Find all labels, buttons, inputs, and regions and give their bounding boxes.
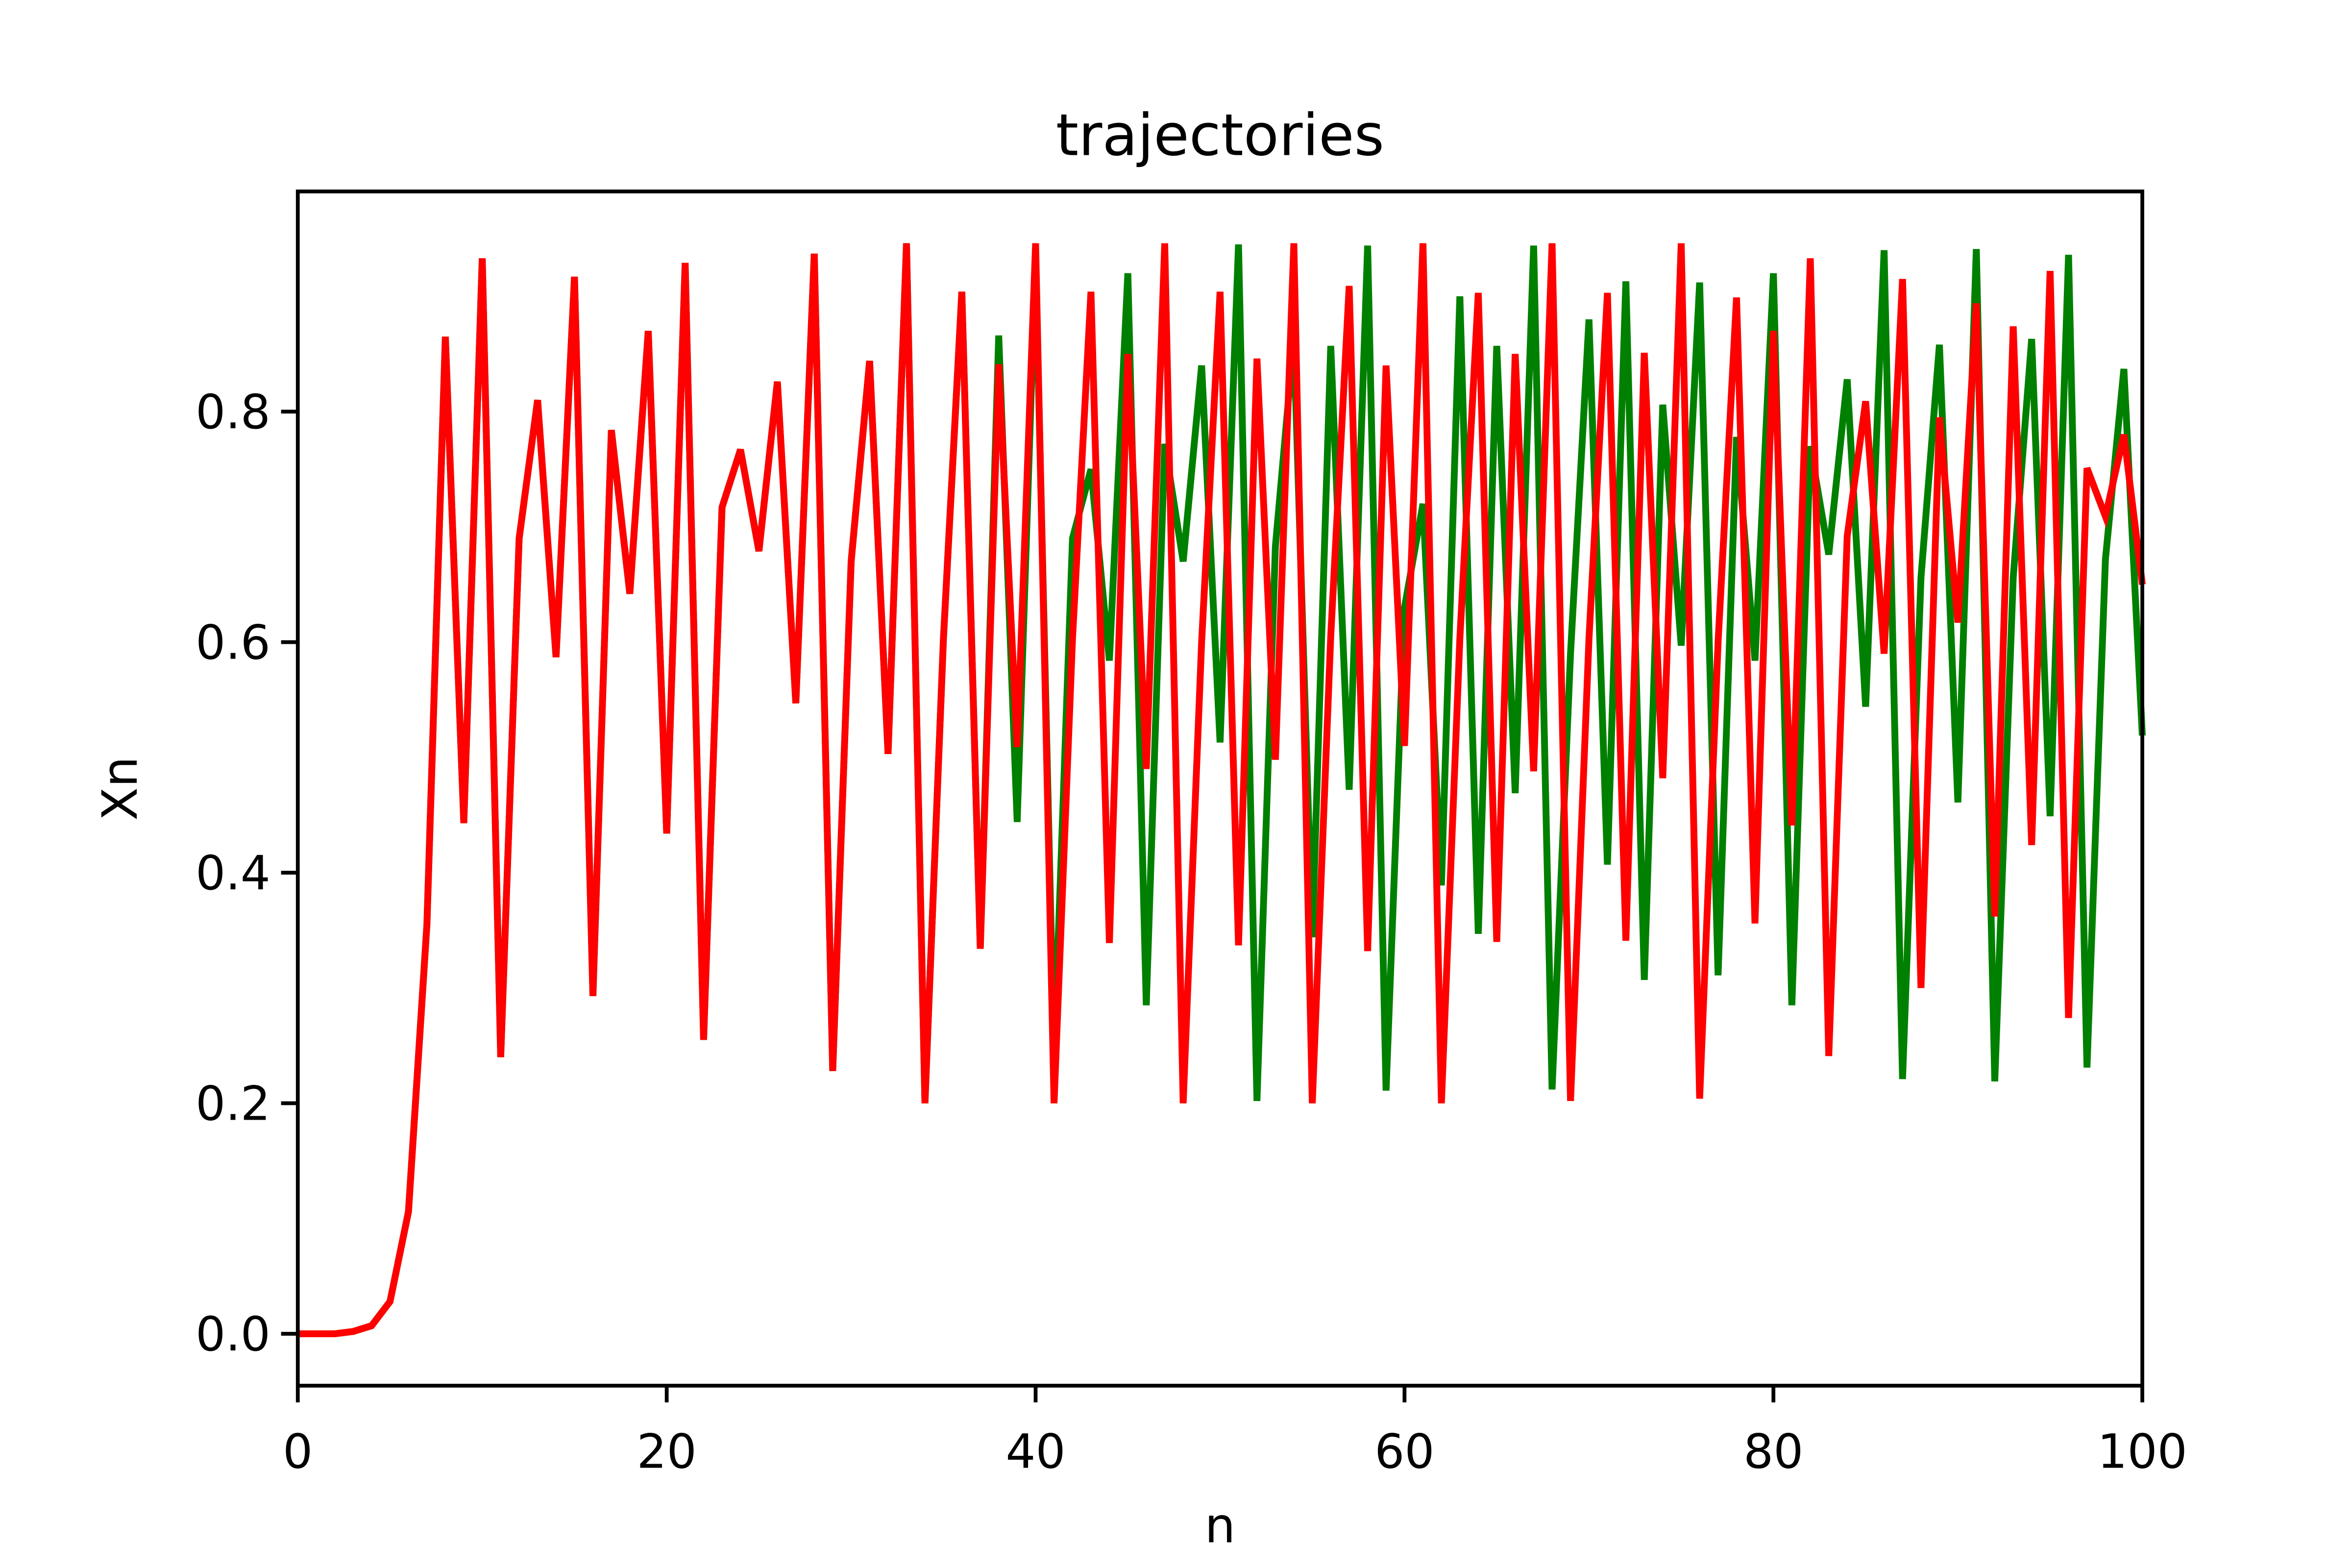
x-tick-label: 0 <box>283 1424 313 1479</box>
plot-frame <box>295 189 2144 1388</box>
chart-title: trajectories <box>1056 101 1384 169</box>
y-tick-label: 0.6 <box>196 615 270 670</box>
series-line <box>297 243 2146 1338</box>
y-tick-label: 0.2 <box>196 1077 270 1131</box>
y-tick-label: 0.0 <box>196 1307 270 1362</box>
x-axis-label: n <box>1204 1497 1235 1554</box>
x-tick-label: 60 <box>1374 1424 1434 1479</box>
x-tick-label: 80 <box>1743 1424 1803 1479</box>
x-tick-label: 20 <box>637 1424 696 1479</box>
x-tick-label: 40 <box>1005 1424 1065 1479</box>
x-tick-label: 100 <box>2097 1424 2187 1479</box>
y-tick-label: 0.4 <box>196 846 270 901</box>
y-tick-label: 0.8 <box>196 385 270 440</box>
y-axis-label: Xn <box>92 757 148 821</box>
